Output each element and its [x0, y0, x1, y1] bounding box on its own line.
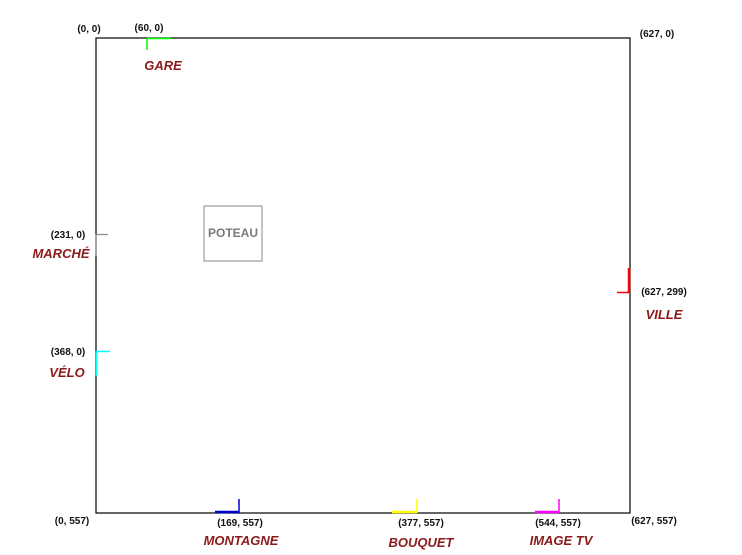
velo-coord: (368, 0) [51, 347, 85, 358]
gare-coord: (60, 0) [135, 23, 164, 34]
poteau-box [203, 205, 263, 262]
marker-image-tv: (544, 557) IMAGE TV [530, 499, 594, 548]
marker-gare: (60, 0) GARE [135, 23, 183, 73]
poteau-label: POTEAU [208, 226, 258, 240]
bouquet-coord: (377, 557) [398, 518, 444, 529]
corner-top-left-coord: (0, 0) [77, 24, 100, 35]
velo-label: VÉLO [49, 365, 84, 380]
marche-label: MARCHÉ [32, 246, 89, 261]
marche-coord: (231, 0) [51, 230, 85, 241]
image-tv-label: IMAGE TV [530, 533, 594, 548]
ville-label: VILLE [646, 307, 683, 322]
marker-montagne: (169, 557) MONTAGNE [204, 499, 279, 548]
gare-label: GARE [144, 58, 182, 73]
montagne-label: MONTAGNE [204, 533, 279, 548]
corner-bottom-right-coord: (627, 557) [631, 516, 677, 527]
marker-marche: (231, 0) MARCHÉ [32, 230, 108, 261]
room-outline [95, 37, 631, 514]
marker-bouquet: (377, 557) BOUQUET [389, 499, 455, 550]
marker-velo: (368, 0) VÉLO [49, 347, 110, 380]
bouquet-label: BOUQUET [389, 535, 455, 550]
corner-bottom-left-coord: (0, 557) [55, 516, 89, 527]
ville-coord: (627, 299) [641, 287, 687, 298]
montagne-coord: (169, 557) [217, 518, 263, 529]
corner-top-right-coord: (627, 0) [640, 29, 674, 40]
marker-ville: (627, 299) VILLE [617, 268, 687, 322]
image-tv-coord: (544, 557) [535, 518, 581, 529]
